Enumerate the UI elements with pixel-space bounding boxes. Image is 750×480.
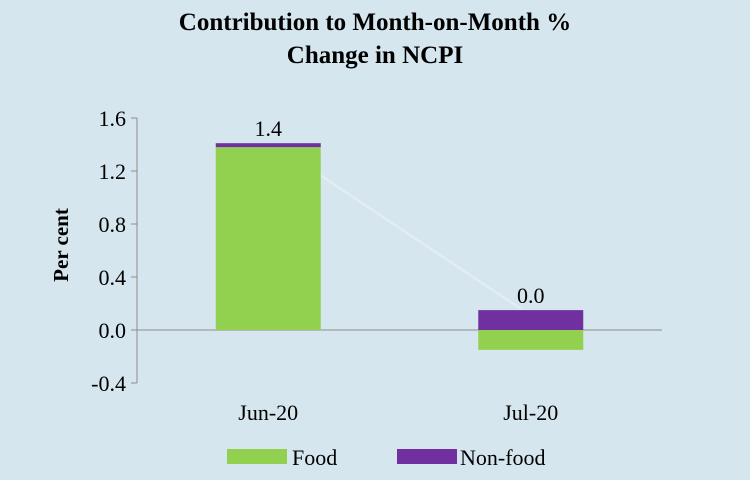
y-axis-label-group: Per cent xyxy=(49,208,73,282)
legend-swatch-food xyxy=(227,449,287,464)
y-tick-label: 0.0 xyxy=(99,318,127,343)
y-tick-label: 1.2 xyxy=(99,159,127,184)
bar-food-jul-20 xyxy=(478,330,584,350)
data-label: 0.0 xyxy=(517,283,545,308)
legend: Food Non-food xyxy=(227,445,546,470)
x-tick-label: Jul-20 xyxy=(503,400,558,425)
labels: 1.6 1.2 0.8 0.4 0.0 -0.4 1.4 Jun-20 0.0 Jul-20 xyxy=(91,106,558,425)
y-axis-label: Per cent xyxy=(49,208,73,282)
bar-non-food-jun-20 xyxy=(215,143,321,148)
chart-title-line-1: Contribution to Month-on-Month % xyxy=(178,9,572,36)
x-tick-label: Jun-20 xyxy=(238,400,298,425)
y-tick-label: -0.4 xyxy=(91,371,126,396)
data-label: 1.4 xyxy=(255,116,283,141)
chart-title-line-2: Change in NCPI xyxy=(286,42,464,69)
legend-label-non-food: Non-food xyxy=(460,445,546,470)
y-tick-label: 0.4 xyxy=(99,265,127,290)
chart-title: Contribution to Month-on-Month % Change … xyxy=(0,6,750,72)
bar-non-food-jul-20 xyxy=(478,310,584,330)
y-tick-label: 0.8 xyxy=(99,212,127,237)
y-tick-label: 1.6 xyxy=(99,106,127,131)
bar-food-jun-20 xyxy=(215,147,321,330)
bars xyxy=(215,143,584,350)
legend-label-food: Food xyxy=(292,445,337,470)
legend-swatch-non-food xyxy=(397,449,457,464)
